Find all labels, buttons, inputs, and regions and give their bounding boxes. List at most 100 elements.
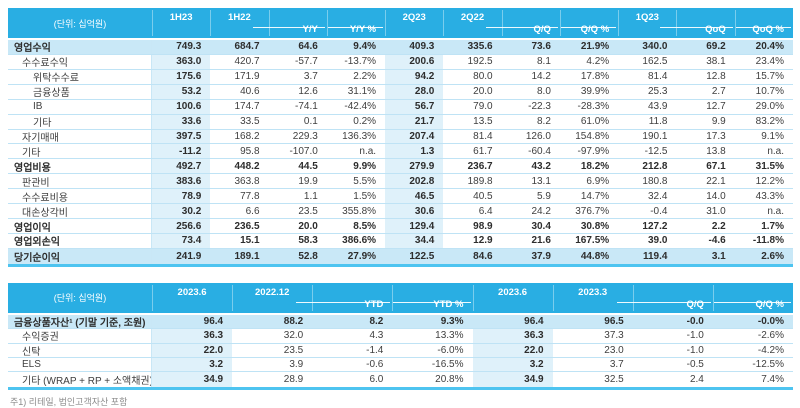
value-cell: 8.2 [369, 316, 384, 328]
value-cell: 383.6 [152, 174, 211, 189]
value-cell: 409.3 [409, 41, 435, 53]
row-label: 판관비 [8, 174, 152, 189]
header-cell: 2Q22 [443, 8, 501, 38]
value-cell: 98.9 [473, 220, 493, 232]
value-cell: 46.5 [385, 189, 444, 204]
value-cell: 119.4 [642, 250, 668, 262]
value-cell: -12.5% [752, 359, 784, 371]
value-cell: 43.9 [647, 101, 668, 113]
header-cell: 1H22 [210, 8, 268, 38]
value-cell: 78.9 [152, 189, 211, 204]
value-cell: 34.9 [152, 372, 233, 387]
row-label: 영업수익 [8, 40, 152, 54]
value-cell: 202.8 [385, 174, 444, 189]
value-cell: 79.0 [473, 101, 493, 113]
value-cell: 279.9 [385, 159, 444, 174]
row-label: 기타 [8, 114, 152, 129]
header-cell-label: 2022.12 [255, 286, 290, 298]
value-cell: 40.5 [473, 190, 493, 202]
value-cell: n.a. [767, 145, 784, 157]
unit-label: (단위: 십억원) [53, 293, 107, 304]
value-cell: 100.6 [152, 99, 211, 114]
table-bottom-border [8, 263, 793, 267]
value-cell: -11.8% [752, 235, 784, 247]
value-cell: 40.6 [240, 86, 260, 98]
value-cell: 167.5% [575, 235, 610, 247]
table-row: 신탁 22.0 23.5 -1.4 -6.0% 22.0 23.0 -1.0 -4.2% [8, 343, 793, 358]
income-statement-table: (단위: 십억원) 1H23 1H22 Y/Y Y/Y % 2Q23 2Q22 Q/Q Q/Q … [8, 0, 793, 267]
value-cell: 64.6 [298, 41, 318, 53]
value-cell: 31.0 [706, 205, 726, 217]
table-body: 영업수익 749.3 684.7 64.6 9.4% 409.3 335.6 73.6 21.9… [8, 40, 793, 264]
value-cell: 37.9 [531, 250, 551, 262]
table-row: IB 100.6 174.7 -74.1 -42.4% 56.7 79.0 -22.3 -28.… [8, 99, 793, 115]
value-cell: 80.0 [473, 71, 493, 83]
value-cell: 6.9% [586, 175, 610, 187]
row-label: ELS [8, 358, 152, 372]
value-cell: 9.9% [353, 160, 377, 172]
value-cell: 13.3% [435, 330, 464, 342]
value-cell: -22.3 [528, 101, 551, 113]
value-cell: 189.1 [234, 250, 260, 262]
value-cell: 2.7 [711, 86, 726, 98]
value-cell: 12.2% [755, 175, 784, 187]
value-cell: 256.6 [152, 219, 211, 233]
value-cell: n.a. [359, 145, 377, 157]
row-label: 수수료비용 [8, 189, 152, 204]
value-cell: 39.0 [647, 235, 668, 247]
table-row: 영업수익 749.3 684.7 64.6 9.4% 409.3 335.6 73.6 21.9… [8, 40, 793, 55]
value-cell: 18.2% [580, 160, 610, 172]
value-cell: 749.3 [176, 41, 202, 53]
row-label: 금융상품자산¹ (기말 기준, 조원) [8, 314, 152, 329]
table-row: 수수료수익 363.0 420.7 -57.7 -13.7% 200.6 192.5 8.1 4… [8, 54, 793, 70]
header-cell-label: 1H22 [228, 12, 251, 23]
header-cell: Q/Q [485, 8, 560, 38]
table-row: 금융상품 53.2 40.6 12.6 31.1% 28.0 20.0 8.0 39.9% 25.… [8, 84, 793, 100]
value-cell: 207.4 [385, 129, 444, 144]
table-row: 당기순이익 241.9 189.1 52.8 27.9% 122.5 84.6 37.9 44.… [8, 248, 793, 264]
value-cell: 14.0 [706, 190, 726, 202]
value-cell: 236.5 [234, 220, 260, 232]
row-label: 자기매매 [8, 129, 152, 144]
value-cell: 81.4 [473, 130, 493, 142]
value-cell: -60.4 [528, 145, 551, 157]
value-cell: 6.0 [369, 374, 384, 386]
value-cell: 6.4 [478, 205, 493, 217]
header-cell: Y/Y % [326, 8, 385, 38]
value-cell: 1.5% [353, 190, 377, 202]
value-cell: 13.8 [706, 145, 726, 157]
value-cell: 23.5 [283, 344, 304, 356]
header-cell: YTD % [392, 283, 472, 313]
value-cell: -16.5% [431, 359, 464, 371]
value-cell: 21.6 [531, 235, 551, 247]
value-cell: -0.5 [686, 359, 704, 371]
row-label: 기타 [8, 144, 152, 159]
header-cell: QoQ [660, 8, 734, 38]
value-cell: 3.9 [289, 359, 304, 371]
value-cell: 0.2% [353, 116, 377, 128]
value-cell: 67.1 [706, 160, 726, 172]
value-cell: 96.5 [604, 316, 624, 328]
value-cell: 36.3 [472, 329, 553, 343]
value-cell: 212.8 [642, 160, 668, 172]
value-cell: 20.0 [473, 86, 493, 98]
header-cell: 1Q23 [618, 8, 676, 38]
table-row: 영업비용 492.7 448.2 44.5 9.9% 279.9 236.7 43.2 18.2… [8, 159, 793, 175]
table-row: 영업이익 256.6 236.5 20.0 8.5% 129.4 98.9 30.4 30.8%… [8, 219, 793, 234]
table-row: 판관비 383.6 363.8 19.9 5.5% 202.8 189.8 13.1 6.9% 1… [8, 174, 793, 190]
row-label: 수익증권 [8, 329, 152, 343]
value-cell: 95.8 [240, 145, 260, 157]
value-cell: 28.9 [283, 374, 304, 386]
table-body: 금융상품자산¹ (기말 기준, 조원) 96.4 88.2 8.2 9.3% 96.4 96… [8, 314, 793, 387]
header-cell: Y/Y [252, 8, 327, 38]
value-cell: 136.3% [342, 130, 377, 142]
row-label: 영업이익 [8, 219, 152, 233]
value-cell: 241.9 [176, 250, 202, 262]
row-label: 영업외손익 [8, 233, 152, 248]
value-cell: 22.1 [706, 175, 726, 187]
value-cell: 168.2 [234, 130, 260, 142]
header-cell: 2023.3 [552, 283, 633, 313]
header-cell-label: Y/Y [302, 24, 318, 35]
value-cell: 6.6 [245, 205, 260, 217]
